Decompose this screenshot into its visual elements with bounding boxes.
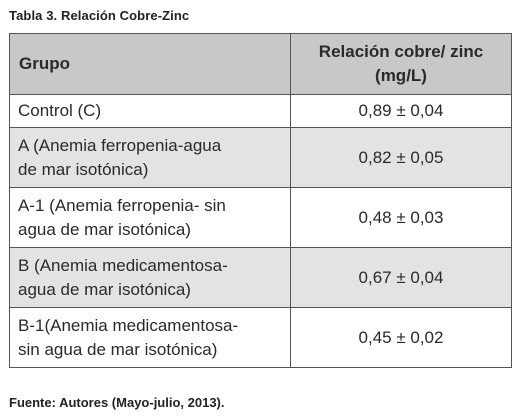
ratio-value: 0,82 ± 0,05 xyxy=(358,147,444,167)
ratio-value-cell: 0,82 ± 0,05 xyxy=(290,127,512,188)
group-cell: B-1(Anemia medicamentosa- sin agua de ma… xyxy=(9,307,291,368)
group-cell: A-1 (Anemia ferropenia- sin agua de mar … xyxy=(9,187,291,248)
ratio-value: 0,89 ± 0,04 xyxy=(358,101,444,120)
group-label-line1: Control (C) xyxy=(18,101,102,120)
copper-zinc-table: Grupo Relación cobre/ zinc (mg/L) Contro… xyxy=(9,33,512,368)
table-row-b: B (Anemia medicamentosa- agua de mar iso… xyxy=(9,247,512,308)
group-cell: Control (C) xyxy=(9,94,291,128)
ratio-value-cell: 0,67 ± 0,04 xyxy=(290,247,512,308)
ratio-value-cell: 0,45 ± 0,02 xyxy=(290,307,512,368)
group-label-line2: de mar isotónica) xyxy=(18,159,149,179)
header-ratio-line1: Relación cobre/ zinc xyxy=(318,42,484,61)
group-cell: B (Anemia medicamentosa- agua de mar iso… xyxy=(9,247,291,308)
group-label-line2: sin agua de mar isotónica) xyxy=(18,339,218,359)
group-label-line2: agua de mar isotónica) xyxy=(18,279,191,299)
table-row-a1: A-1 (Anemia ferropenia- sin agua de mar … xyxy=(9,187,512,248)
header-ratio: Relación cobre/ zinc (mg/L) xyxy=(290,33,512,95)
ratio-value-cell: 0,89 ± 0,04 xyxy=(290,94,512,128)
header-group: Grupo xyxy=(9,33,291,95)
ratio-value: 0,45 ± 0,02 xyxy=(358,327,444,347)
ratio-value-cell: 0,48 ± 0,03 xyxy=(290,187,512,248)
table-row-control: Control (C) 0,89 ± 0,04 xyxy=(9,94,512,128)
ratio-value: 0,48 ± 0,03 xyxy=(358,207,444,227)
group-label-line1: B (Anemia medicamentosa- xyxy=(18,255,228,275)
table-header-row: Grupo Relación cobre/ zinc (mg/L) xyxy=(9,33,512,95)
header-group-label: Grupo xyxy=(19,54,70,73)
table-row-b1: B-1(Anemia medicamentosa- sin agua de ma… xyxy=(9,307,512,368)
group-label-line1: A-1 (Anemia ferropenia- sin xyxy=(18,195,226,215)
ratio-value: 0,67 ± 0,04 xyxy=(358,267,444,287)
group-label-line1: A (Anemia ferropenia-agua xyxy=(18,135,222,155)
table-caption: Tabla 3. Relación Cobre-Zinc xyxy=(9,8,190,23)
group-cell: A (Anemia ferropenia-agua de mar isotóni… xyxy=(9,127,291,188)
table-source-note: Fuente: Autores (Mayo-julio, 2013). xyxy=(9,395,225,410)
group-label-line1: B-1(Anemia medicamentosa- xyxy=(18,315,239,335)
table-row-a: A (Anemia ferropenia-agua de mar isotóni… xyxy=(9,127,512,188)
group-label-line2: agua de mar isotónica) xyxy=(18,219,191,239)
header-ratio-line2: (mg/L) xyxy=(375,66,427,85)
